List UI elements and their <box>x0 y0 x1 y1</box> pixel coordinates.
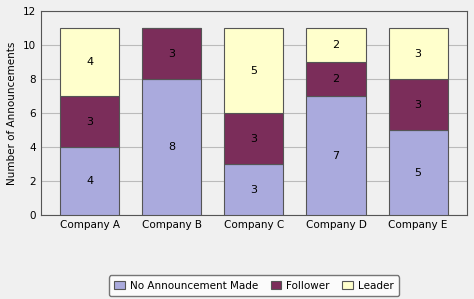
Bar <box>389 79 447 130</box>
Bar <box>306 62 365 96</box>
Bar <box>142 79 201 215</box>
Bar <box>306 28 365 62</box>
Text: 2: 2 <box>332 40 339 50</box>
Bar <box>224 164 283 215</box>
Bar <box>60 96 119 147</box>
Bar <box>306 96 365 215</box>
Text: 2: 2 <box>332 74 339 84</box>
Text: 5: 5 <box>415 168 421 178</box>
Bar <box>60 28 119 96</box>
Text: 3: 3 <box>415 48 421 59</box>
Text: 4: 4 <box>86 57 93 67</box>
Bar <box>224 28 283 113</box>
Legend: No Announcement Made, Follower, Leader: No Announcement Made, Follower, Leader <box>109 275 399 296</box>
Text: 7: 7 <box>332 151 339 161</box>
Bar <box>389 130 447 215</box>
Text: 4: 4 <box>86 176 93 186</box>
Y-axis label: Number of Announcements: Number of Announcements <box>7 42 17 185</box>
Bar <box>389 28 447 79</box>
Bar <box>224 113 283 164</box>
Text: 8: 8 <box>168 142 175 152</box>
Text: 3: 3 <box>86 117 93 126</box>
Text: 3: 3 <box>250 134 257 144</box>
Text: 3: 3 <box>168 48 175 59</box>
Text: 5: 5 <box>250 65 257 76</box>
Text: 3: 3 <box>250 185 257 195</box>
Bar <box>60 147 119 215</box>
Bar <box>142 28 201 79</box>
Text: 3: 3 <box>415 100 421 110</box>
